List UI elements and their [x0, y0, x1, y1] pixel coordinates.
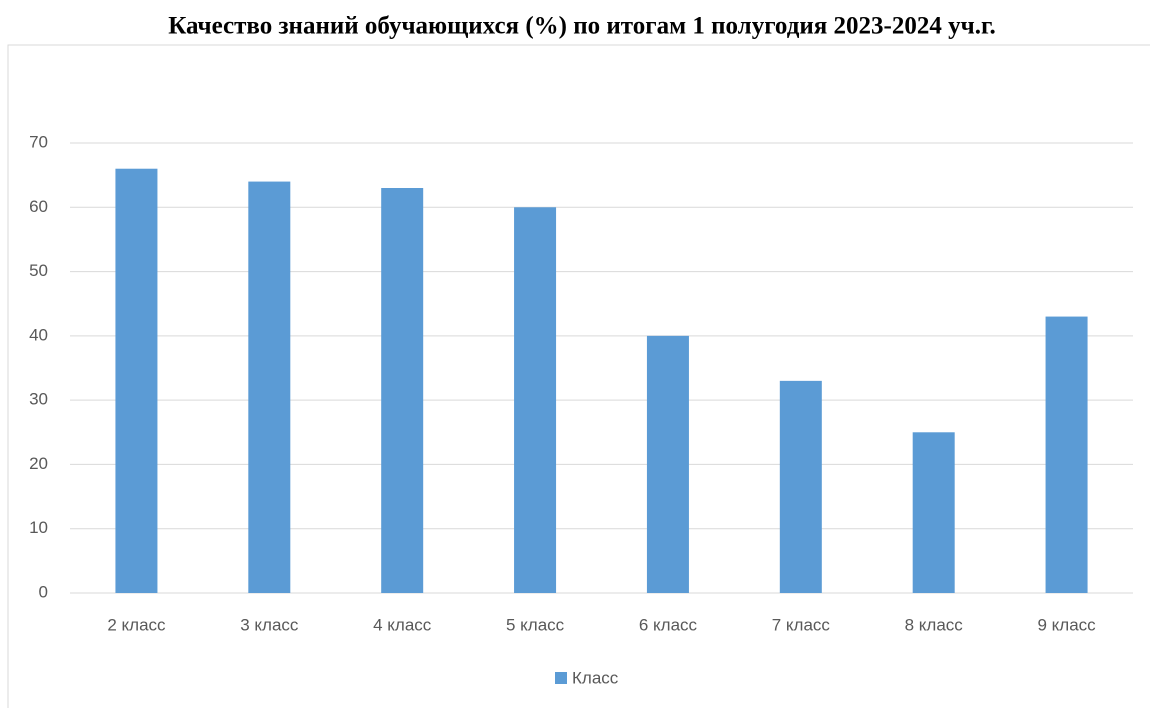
chart-border — [7, 44, 1150, 708]
bar — [912, 432, 955, 593]
y-tick-label: 0 — [39, 582, 48, 601]
x-tick-label: 4 класс — [373, 615, 432, 634]
x-tick-label: 9 класс — [1037, 615, 1096, 634]
x-tick-label: 6 класс — [639, 615, 698, 634]
bar — [779, 380, 822, 593]
y-tick-label: 20 — [29, 454, 48, 473]
x-tick-label: 3 класс — [240, 615, 299, 634]
x-tick-label: 5 класс — [506, 615, 565, 634]
bar — [646, 335, 689, 593]
bar — [115, 168, 158, 593]
bar — [248, 181, 291, 594]
bar — [514, 207, 557, 594]
legend-swatch — [555, 672, 567, 684]
y-tick-label: 70 — [29, 132, 48, 151]
legend-label: Класс — [572, 668, 619, 687]
y-tick-label: 30 — [29, 390, 48, 409]
x-tick-label: 7 класс — [772, 615, 831, 634]
x-tick-label: 8 класс — [905, 615, 964, 634]
bar — [381, 188, 424, 593]
bar — [1045, 316, 1088, 593]
y-tick-label: 40 — [29, 325, 48, 344]
x-tick-label: 2 класс — [107, 615, 166, 634]
y-tick-label: 10 — [29, 518, 48, 537]
y-tick-label: 50 — [29, 261, 48, 280]
chart-title: Качество знаний обучающихся (%) по итога… — [168, 13, 996, 40]
y-tick-label: 60 — [29, 197, 48, 216]
